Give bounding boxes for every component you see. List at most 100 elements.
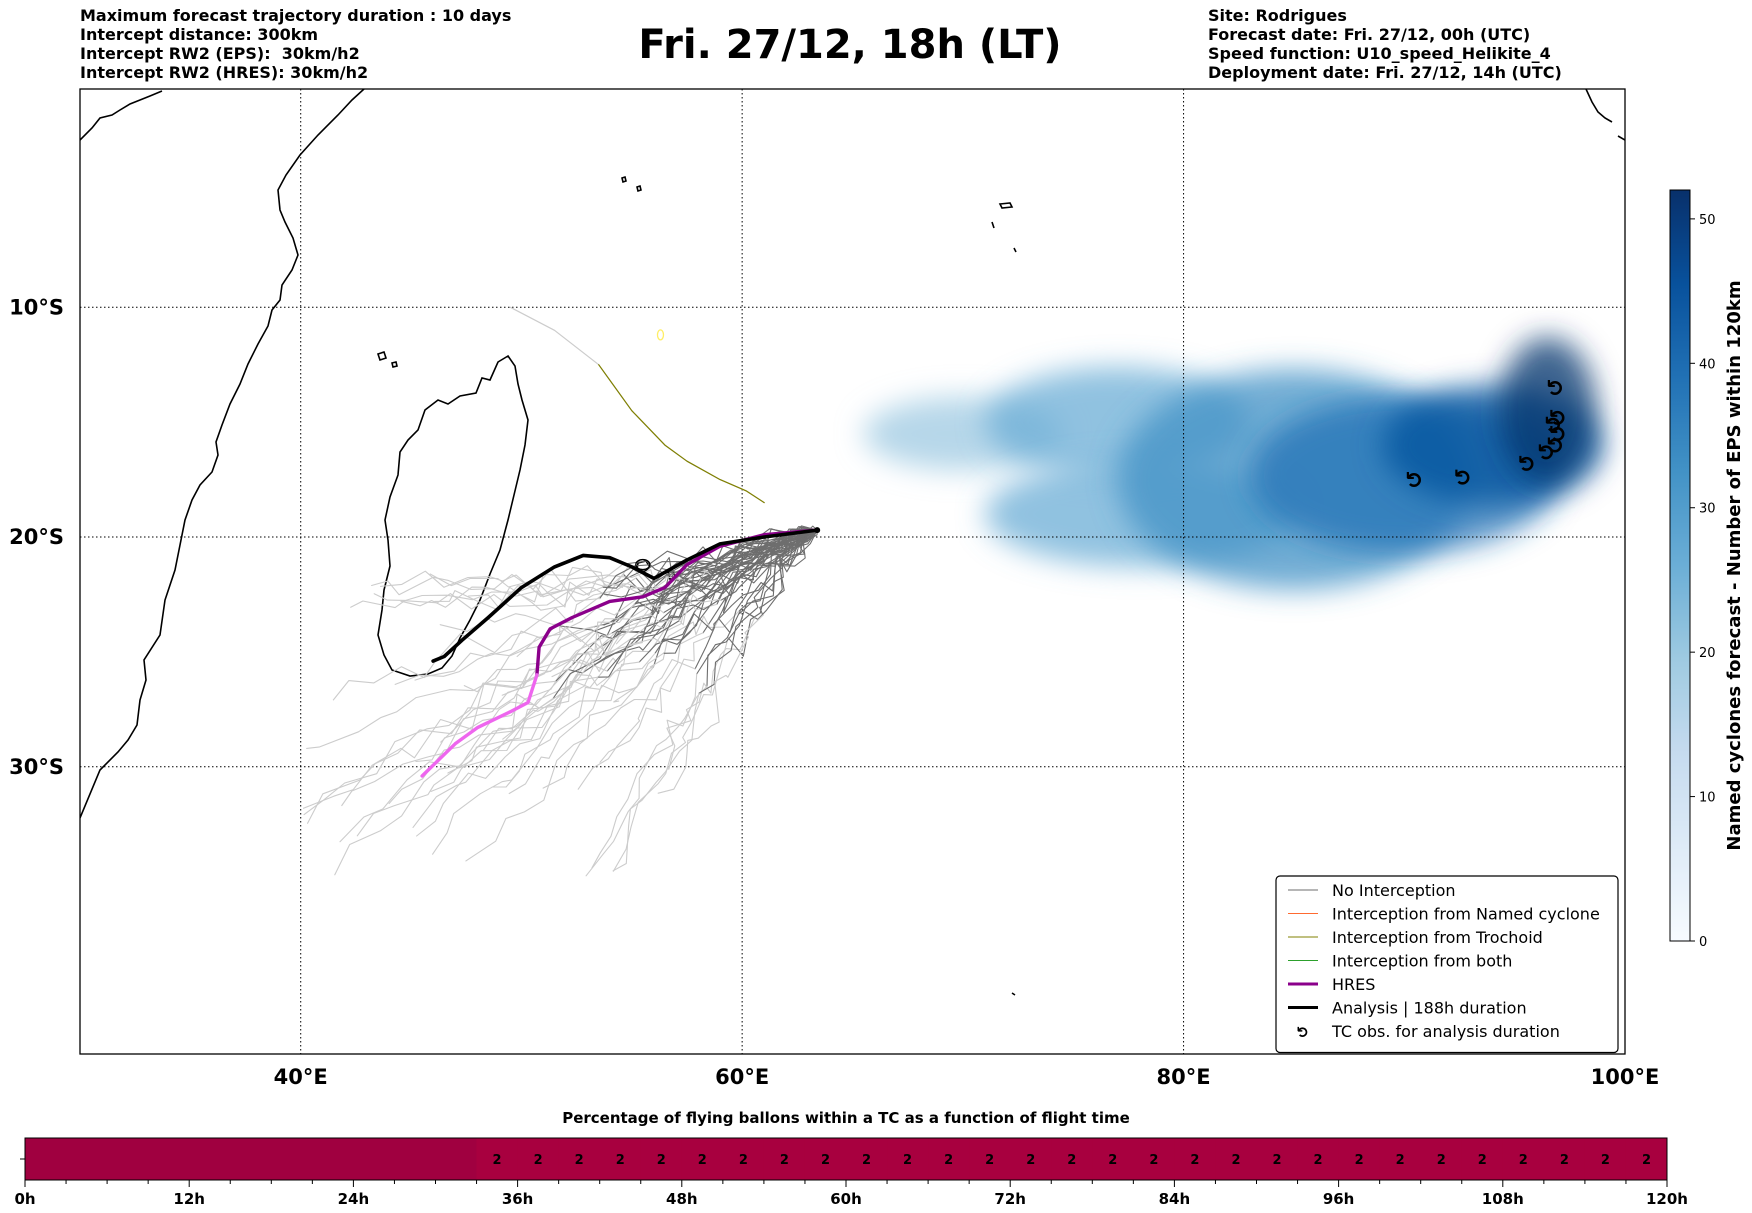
cyclone-icon: ↺ bbox=[1535, 443, 1560, 461]
ensemble-track-late bbox=[502, 637, 663, 740]
bar-cell bbox=[1543, 1138, 1586, 1180]
ensemble-track-late bbox=[394, 624, 604, 685]
y-tick-label: 10°S bbox=[9, 295, 64, 319]
bar-value-label: 2 bbox=[1560, 1153, 1569, 1168]
ensemble-track-late bbox=[612, 692, 700, 872]
bar-x-tick-label: 96h bbox=[1323, 1190, 1355, 1208]
bar-value-label: 2 bbox=[1396, 1153, 1405, 1168]
bar-cell bbox=[1215, 1138, 1257, 1180]
cyclone-icon: ↺ bbox=[1294, 1026, 1312, 1039]
bar-cell bbox=[394, 1138, 436, 1180]
ensemble-track-late bbox=[373, 565, 609, 603]
bar-value-label: 2 bbox=[1026, 1153, 1035, 1168]
ensemble-track-early bbox=[641, 529, 818, 644]
map-x-axis: 40°E 60°E 80°E 100°E bbox=[274, 1065, 1660, 1089]
ensemble-track-late bbox=[307, 632, 613, 824]
forecast-date-text: Forecast date: Fri. 27/12, 00h (UTC) bbox=[1208, 25, 1531, 44]
bar-cell bbox=[928, 1138, 970, 1180]
bar-cell bbox=[1625, 1138, 1668, 1180]
colorbar-tick-label: 40 bbox=[1699, 357, 1716, 372]
bar-value-label: 2 bbox=[985, 1153, 994, 1168]
ensemble-track-early bbox=[660, 529, 818, 644]
ensemble-track-late bbox=[416, 664, 595, 837]
ensemble-track-late bbox=[508, 652, 664, 795]
bar-value-label: 2 bbox=[1519, 1153, 1528, 1168]
bar-value-label: 2 bbox=[944, 1153, 953, 1168]
legend-box bbox=[1275, 875, 1619, 1054]
colorbar-gradient bbox=[1669, 189, 1691, 942]
bar-cell bbox=[1338, 1138, 1381, 1180]
bar-value-label: 2 bbox=[1149, 1153, 1158, 1168]
bar-cell bbox=[353, 1138, 395, 1180]
coastlines bbox=[80, 89, 1625, 996]
bar-value-label: 2 bbox=[1601, 1153, 1610, 1168]
bar-cell bbox=[476, 1138, 519, 1180]
ensemble-track-late bbox=[371, 569, 601, 602]
x-tick-label: 40°E bbox=[274, 1065, 328, 1089]
ensemble-track-late bbox=[657, 614, 764, 794]
ensemble-track-late bbox=[303, 631, 593, 816]
x-tick-label: 100°E bbox=[1591, 1065, 1660, 1089]
analysis-track bbox=[431, 528, 819, 663]
ensemble-track-late bbox=[514, 574, 679, 608]
bar-cell bbox=[517, 1138, 560, 1180]
bar-cell bbox=[107, 1138, 149, 1180]
bar-x-tick-label: 0h bbox=[14, 1190, 35, 1208]
ensemble-track-late bbox=[463, 603, 635, 693]
max-duration-text: Maximum forecast trajectory duration : 1… bbox=[80, 6, 512, 25]
bar-cell bbox=[1297, 1138, 1340, 1180]
bar-cell bbox=[1461, 1138, 1504, 1180]
bar-x-tick-label: 48h bbox=[666, 1190, 698, 1208]
ensemble-track-late bbox=[666, 616, 756, 770]
ensemble-track-late bbox=[612, 637, 729, 872]
intercept-hres-text: Intercept RW2 (HRES): 30km/h2 bbox=[80, 63, 369, 82]
bar-cell bbox=[1174, 1138, 1216, 1180]
cyclone-icon: ↺ bbox=[1403, 470, 1428, 488]
ensemble-track-late bbox=[613, 610, 740, 703]
ensemble-track-early bbox=[622, 528, 818, 592]
bar-cell bbox=[1133, 1138, 1175, 1180]
bar-chart-title: Percentage of flying ballons within a TC… bbox=[562, 1109, 1130, 1127]
bar-value-label: 2 bbox=[1231, 1153, 1240, 1168]
cyclone-icon: ↺ bbox=[1546, 408, 1571, 426]
legend-label: HRES bbox=[1332, 975, 1375, 994]
colorbar-tick-label: 0 bbox=[1699, 935, 1707, 950]
bar-cell bbox=[1379, 1138, 1422, 1180]
colorbar-tick-label: 20 bbox=[1699, 646, 1716, 661]
ensemble-track-late bbox=[380, 563, 624, 598]
ensemble-track-late bbox=[429, 566, 647, 592]
bar-cell bbox=[1502, 1138, 1545, 1180]
bar-x-tick-label: 84h bbox=[1159, 1190, 1191, 1208]
cyclone-icon: ↺ bbox=[1451, 468, 1476, 486]
flight-time-bar-chart: Percentage of flying ballons within a TC… bbox=[14, 1109, 1688, 1208]
density-blob-6 bbox=[1499, 337, 1597, 485]
bar-cell bbox=[599, 1138, 642, 1180]
ensemble-track-late bbox=[350, 573, 624, 610]
ensemble-track-late bbox=[412, 676, 599, 828]
bar-cell bbox=[640, 1138, 683, 1180]
bar-cell bbox=[230, 1138, 272, 1180]
bar-value-label: 2 bbox=[616, 1153, 625, 1168]
bar-cell bbox=[66, 1138, 108, 1180]
trochoid-loop bbox=[656, 329, 665, 341]
ensemble-track-late bbox=[465, 666, 654, 862]
tc-observations: ↺ ↺↺↺↺↺↺↺↺ bbox=[1403, 378, 1571, 488]
ensemble-track-late bbox=[432, 661, 640, 855]
bar-value-label: 2 bbox=[862, 1153, 871, 1168]
map-gridlines bbox=[80, 89, 1625, 1054]
colorbar-tick-label: 50 bbox=[1699, 213, 1716, 228]
bar-value-label: 2 bbox=[780, 1153, 789, 1168]
bar-cell bbox=[681, 1138, 724, 1180]
ensemble-track-late bbox=[577, 658, 696, 790]
bar-value-label: 2 bbox=[493, 1153, 502, 1168]
ensemble-track-late bbox=[415, 613, 651, 763]
bar-value-label: 2 bbox=[821, 1153, 830, 1168]
bar-value-label: 2 bbox=[1067, 1153, 1076, 1168]
bar-cell bbox=[558, 1138, 601, 1180]
bar-cell bbox=[722, 1138, 765, 1180]
ensemble-track-late bbox=[468, 569, 680, 611]
cyclone-icon: ↺ bbox=[1546, 424, 1571, 442]
colorbar-tick-label: 10 bbox=[1699, 791, 1716, 806]
trajectory-map: ↺ ↺↺↺↺↺↺↺↺ bbox=[80, 89, 1625, 1054]
